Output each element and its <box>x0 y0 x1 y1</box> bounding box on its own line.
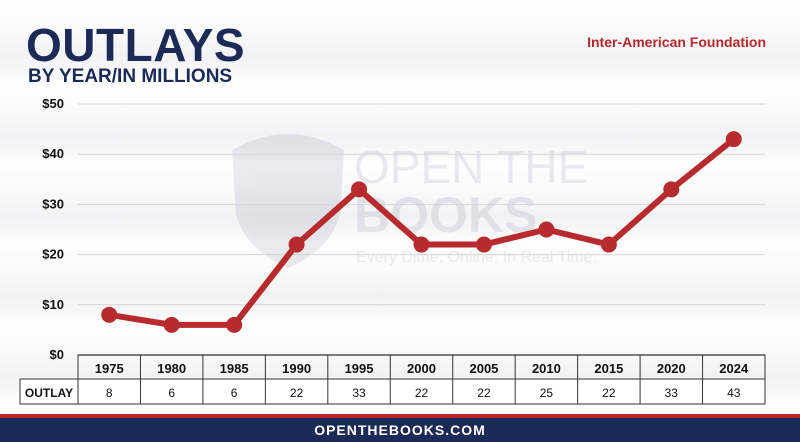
x-tick-label: 1975 <box>95 361 124 376</box>
watermark-line2: BOOKS <box>354 187 537 243</box>
data-point[interactable] <box>288 236 305 253</box>
data-value-label: 25 <box>540 386 554 400</box>
x-tick-label: 2005 <box>469 361 498 376</box>
x-tick-label: 2015 <box>594 361 623 376</box>
y-tick-label: $50 <box>42 96 64 111</box>
watermark: OPEN THE BOOKS Every Dime. Online. In Re… <box>232 134 597 268</box>
data-value-label: 6 <box>168 386 175 400</box>
x-tick-label: 2010 <box>532 361 561 376</box>
data-point[interactable] <box>475 236 492 253</box>
x-tick-label: 2020 <box>657 361 686 376</box>
y-tick-label: $0 <box>50 347 64 362</box>
x-tick-label: 1980 <box>157 361 186 376</box>
data-point[interactable] <box>351 181 368 198</box>
y-tick-label: $30 <box>42 196 64 211</box>
watermark-tagline: Every Dime. Online. In Real Time. <box>356 249 597 266</box>
y-axis-ticks: $0 $10 $20 $30 $40 $50 <box>42 96 64 362</box>
x-tick-label: 2024 <box>719 361 749 376</box>
agency-name: Inter-American Foundation <box>587 34 766 50</box>
footer-bar: OPENTHEBOOKS.COM <box>0 414 800 442</box>
data-point[interactable] <box>101 306 118 323</box>
footer-site[interactable]: OPENTHEBOOKS.COM <box>314 422 486 438</box>
table-value-row <box>19 378 766 405</box>
data-value-label: 43 <box>727 386 741 400</box>
y-tick-label: $10 <box>42 297 64 312</box>
x-tick-label: 2000 <box>407 361 436 376</box>
data-point[interactable] <box>725 131 742 148</box>
x-tick-label: 1995 <box>345 361 374 376</box>
chart-title: OUTLAYS <box>26 19 246 71</box>
data-value-label: 6 <box>231 386 238 400</box>
series-outlay <box>101 131 742 333</box>
data-point[interactable] <box>663 181 680 198</box>
data-point[interactable] <box>600 236 617 253</box>
data-value-label: 22 <box>477 386 491 400</box>
data-table: OUTLAY 1975 8 1980 6 1985 6 1990 22 1995 33 2000 22 2… <box>19 354 766 405</box>
watermark-line1: OPEN THE <box>354 141 588 193</box>
table-row-label: OUTLAY <box>25 386 73 400</box>
shield-logo <box>232 134 344 268</box>
data-point[interactable] <box>163 316 180 333</box>
y-tick-label: $40 <box>42 146 64 161</box>
x-tick-label: 1985 <box>220 361 249 376</box>
data-point[interactable] <box>413 236 430 253</box>
data-point[interactable] <box>538 221 555 238</box>
y-tick-label: $20 <box>42 247 64 262</box>
data-value-label: 22 <box>602 386 616 400</box>
data-value-label: 22 <box>290 386 304 400</box>
data-point[interactable] <box>226 316 243 333</box>
data-value-label: 8 <box>106 386 113 400</box>
x-tick-label: 1990 <box>282 361 311 376</box>
data-value-label: 22 <box>415 386 429 400</box>
data-value-label: 33 <box>352 386 366 400</box>
data-value-label: 33 <box>665 386 679 400</box>
chart-subtitle: BY YEAR/IN MILLIONS <box>28 66 233 87</box>
